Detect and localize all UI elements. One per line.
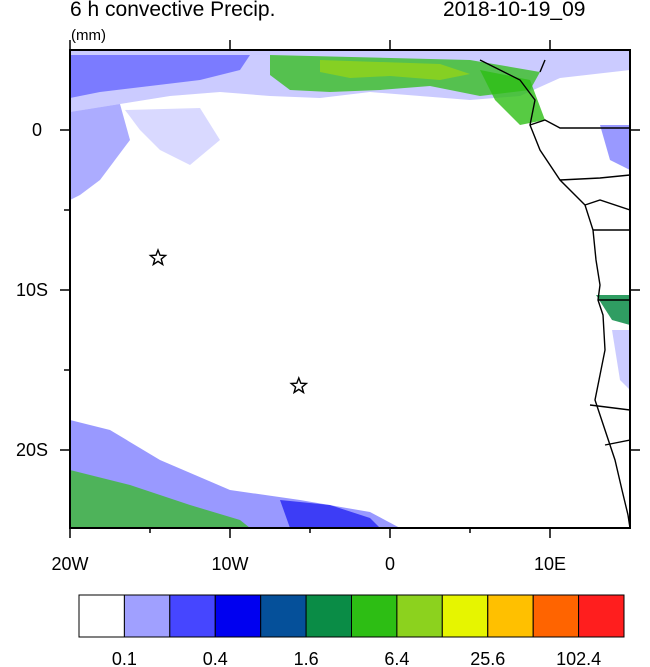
colorbar-swatch: [260, 594, 307, 638]
star-marker: [148, 248, 168, 267]
colorbar-swatch: [305, 594, 353, 638]
x-tick-label: 10E: [534, 554, 566, 574]
colorbar-label: 6.4: [384, 649, 409, 667]
colorbar-swatch: [351, 594, 398, 638]
colorbar-label: 0.1: [112, 649, 137, 667]
colorbar-label: 25.6: [470, 649, 505, 667]
y-tick-label: 20S: [16, 440, 48, 460]
coastline: [479, 59, 630, 528]
colorbar-swatch: [396, 594, 443, 638]
colorbar: [78, 594, 625, 638]
x-tick-label: 10W: [211, 554, 248, 574]
precip-field: [70, 50, 630, 528]
colorbar-swatch: [441, 594, 489, 638]
colorbar-swatch: [78, 594, 125, 638]
colorbar-label: 1.6: [294, 649, 319, 667]
colorbar-swatch: [214, 594, 262, 638]
colorbar-labels: 0.1 0.4 1.6 6.4 25.6 102.4: [112, 649, 601, 667]
x-tick-label: 0: [385, 554, 395, 574]
x-ticks: [69, 40, 551, 538]
y-tick-label: 0: [32, 120, 42, 140]
colorbar-label: 0.4: [203, 649, 228, 667]
colorbar-label: 102.4: [556, 649, 601, 667]
colorbar-swatch: [532, 594, 580, 638]
colorbar-swatch: [123, 594, 171, 638]
map-title: 6 h convective Precip.: [70, 0, 276, 21]
marker-layer: [148, 248, 309, 395]
map-frame: [69, 49, 631, 529]
colorbar-swatch: [487, 594, 534, 638]
x-tick-label: 20W: [51, 554, 88, 574]
colorbar-swatch: [578, 594, 625, 638]
units-label: (mm): [71, 27, 106, 44]
y-ticks: [60, 129, 640, 451]
y-tick-label: 10S: [16, 280, 48, 300]
colorbar-swatch: [169, 594, 216, 638]
star-marker: [289, 376, 309, 395]
map-datetime: 2018-10-19_09: [443, 0, 586, 21]
